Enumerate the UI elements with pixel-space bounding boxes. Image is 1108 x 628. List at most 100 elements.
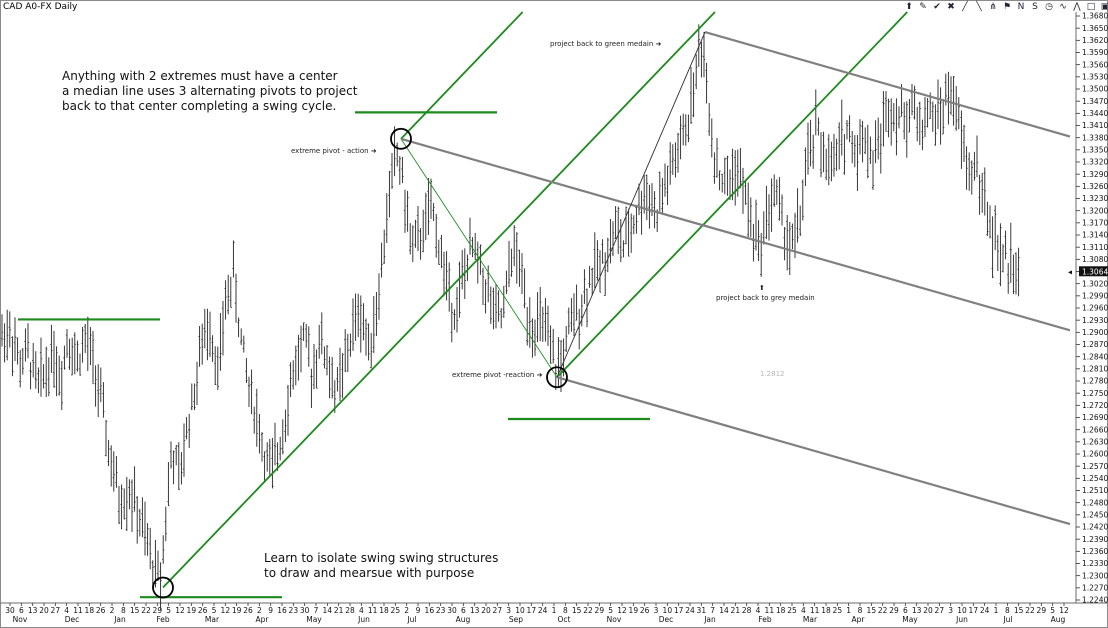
- channel-icon[interactable]: ╲: [976, 2, 982, 12]
- ghost-price-label: 1.2812: [760, 370, 785, 378]
- y-tick-label: 1.3350: [1082, 145, 1108, 154]
- y-tick-label: 1.2240: [1082, 596, 1108, 605]
- up-arrow-icon: ⬆: [759, 284, 765, 292]
- x-tick-label: 1: [552, 606, 557, 615]
- x-tick-label: 4: [359, 606, 364, 615]
- x-month-label: Dec: [659, 615, 674, 624]
- x-tick-label: 22: [878, 606, 888, 615]
- y-tick-label: 1.2780: [1082, 377, 1108, 386]
- x-tick-label: 15: [130, 606, 140, 615]
- x-tick-label: 4: [801, 606, 806, 615]
- x-month-label: Mar: [803, 615, 818, 624]
- x-tick-label: 13: [28, 606, 38, 615]
- y-tick-label: 1.2840: [1082, 352, 1108, 361]
- y-tick-label: 1.2270: [1082, 583, 1108, 592]
- clock-icon[interactable]: ◷: [1045, 2, 1053, 12]
- zigzag-icon[interactable]: ⋀: [1073, 2, 1081, 12]
- text-S-icon[interactable]: S: [1032, 2, 1038, 12]
- pencil-icon[interactable]: ✎: [919, 2, 927, 12]
- x-month-label: Jan: [113, 615, 126, 624]
- y-tick-label: 1.3230: [1082, 194, 1108, 203]
- x-tick-label: 28: [345, 606, 355, 615]
- x-tick-label: 16: [277, 606, 287, 615]
- x-tick-label: 9: [416, 606, 421, 615]
- y-tick-label: 1.2660: [1082, 425, 1108, 434]
- x-tick-label: 20: [39, 606, 49, 615]
- pitchfork-icon[interactable]: ⋔: [989, 2, 997, 12]
- y-tick-label: 1.3560: [1082, 60, 1108, 69]
- x-tick-label: 18: [379, 606, 389, 615]
- x-tick-label: 7: [314, 606, 319, 615]
- x-tick-label: 25: [391, 606, 401, 615]
- rect-icon[interactable]: □: [1086, 2, 1096, 12]
- x-tick-label: 22: [583, 606, 593, 615]
- y-tick-label: 1.2900: [1082, 328, 1108, 337]
- x-tick-label: 20: [923, 606, 933, 615]
- y-tick-label: 1.2990: [1082, 291, 1108, 300]
- y-tick-label: 1.3080: [1082, 255, 1108, 264]
- y-tick-label: 1.3650: [1082, 24, 1108, 33]
- x-tick-label: 11: [73, 606, 83, 615]
- x-tick-label: 13: [470, 606, 480, 615]
- grey-parallel-line: [704, 31, 1071, 138]
- green-parallel-line: [556, 11, 908, 378]
- x-month-label: Jan: [703, 615, 716, 624]
- x-tick-label: 10: [663, 606, 673, 615]
- y-tick-label: 1.2570: [1082, 462, 1108, 471]
- more-icon[interactable]: ▣: [1100, 2, 1108, 12]
- y-tick-label: 1.2690: [1082, 413, 1108, 422]
- x-tick-label: 23: [436, 606, 446, 615]
- x-month-label: Sep: [509, 615, 523, 624]
- lock-icon[interactable]: ✖: [947, 2, 955, 12]
- flag-icon[interactable]: ⚑: [1002, 2, 1012, 12]
- x-tick-label: 19: [232, 606, 242, 615]
- y-tick-label: 1.2810: [1082, 364, 1108, 373]
- bottom-annotation: Learn to isolate swing swing structures …: [264, 551, 499, 580]
- y-tick-label: 1.2360: [1082, 547, 1108, 556]
- x-tick-label: 9: [268, 606, 273, 615]
- x-tick-label: 17: [527, 606, 537, 615]
- arrow-up-icon[interactable]: ⬆: [905, 2, 913, 12]
- x-tick-label: 3: [654, 606, 659, 615]
- y-tick-label: 1.2480: [1082, 498, 1108, 507]
- main-annotation: Anything with 2 extremes must have a cen…: [62, 69, 358, 113]
- pivot-circle: [390, 127, 412, 150]
- y-tick-label: 1.3530: [1082, 72, 1108, 81]
- wave-icon[interactable]: ∿: [1059, 2, 1067, 12]
- wrench-icon[interactable]: ✔: [933, 2, 941, 12]
- x-tick-label: 17: [674, 606, 684, 615]
- y-tick-label: 1.2720: [1082, 401, 1108, 410]
- y-tick-label: 1.2930: [1082, 316, 1108, 325]
- x-tick-label: 21: [334, 606, 344, 615]
- x-tick-label: 27: [935, 606, 945, 615]
- last-price-arrow: ◂: [1068, 267, 1072, 276]
- x-tick-label: 10: [515, 606, 525, 615]
- chart-title: CAD A0-FX Daily: [3, 2, 78, 12]
- y-tick-label: 1.3500: [1082, 85, 1108, 94]
- last-price-label: 1.3064: [1082, 267, 1108, 276]
- x-tick-label: 8: [121, 606, 126, 615]
- x-tick-label: 29: [889, 606, 899, 615]
- text-N-icon[interactable]: N: [1017, 2, 1025, 12]
- y-tick-label: 1.3020: [1082, 279, 1108, 288]
- x-tick-label: 16: [425, 606, 435, 615]
- x-tick-label: 2: [110, 606, 115, 615]
- x-tick-label: 10: [957, 606, 967, 615]
- x-tick-label: 30: [447, 606, 457, 615]
- x-tick-label: 12: [1059, 606, 1069, 615]
- x-month-label: Oct: [558, 615, 571, 624]
- line-icon[interactable]: ╱: [962, 2, 968, 12]
- x-month-label: Aug: [1051, 615, 1066, 624]
- x-tick-label: 26: [96, 606, 106, 615]
- drawing-toolbar: ⬆ ✎ ✔ ✖ ╱ ╲ ⋔ ⚑ N S ◷ ∿ ⋀ □ ▣: [903, 1, 1108, 15]
- x-tick-label: 3: [948, 606, 953, 615]
- x-tick-label: 18: [85, 606, 95, 615]
- x-tick-label: 7: [710, 606, 715, 615]
- x-tick-label: 12: [617, 606, 627, 615]
- x-tick-label: 11: [368, 606, 378, 615]
- action-pivot-label: extreme pivot - action ➜: [291, 147, 377, 155]
- x-tick-label: 1: [846, 606, 851, 615]
- y-tick-label: 1.3290: [1082, 170, 1108, 179]
- x-tick-label: 18: [821, 606, 831, 615]
